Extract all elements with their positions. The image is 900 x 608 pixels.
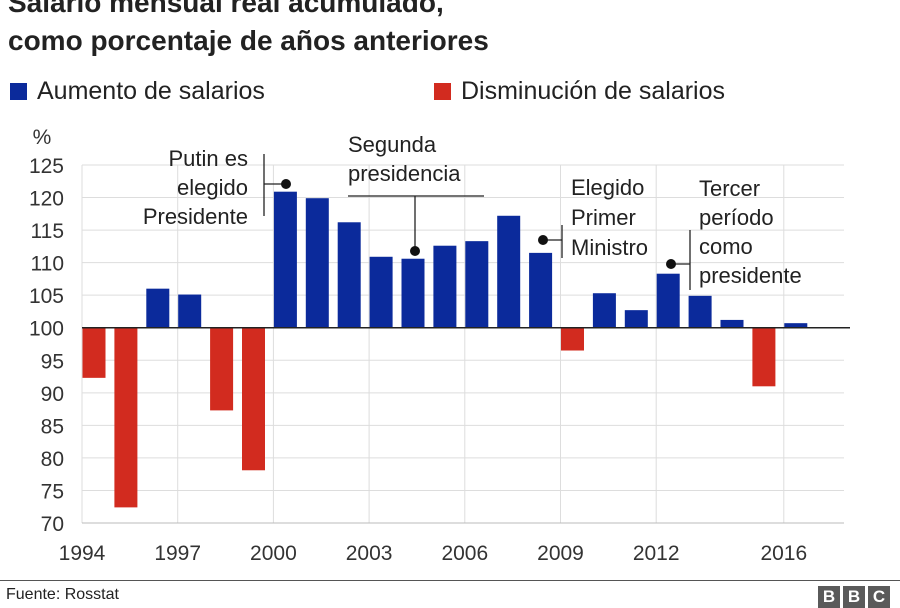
bar-increase xyxy=(529,252,553,328)
bar-increase xyxy=(273,191,297,328)
x-tick-label: 2000 xyxy=(250,542,297,565)
bar-decrease xyxy=(82,327,106,378)
bar-decrease xyxy=(561,327,584,351)
source-note: Fuente: Rosstat xyxy=(6,586,119,603)
bar-increase xyxy=(433,245,457,328)
bar-increase xyxy=(401,258,425,328)
annotation-text: elegido xyxy=(177,175,248,200)
x-tick-label: 1997 xyxy=(154,542,201,565)
bar-chart: 70 75 80 85 90 95 100 105 110 115 120 125 1994 1997 20… xyxy=(29,126,850,565)
bar-increase xyxy=(784,323,808,328)
y-tick-label: 95 xyxy=(41,350,64,373)
logo-letter: B xyxy=(818,586,840,608)
annotation-text: Presidente xyxy=(143,204,248,229)
bar-increase xyxy=(305,198,329,328)
bar-decrease xyxy=(752,327,776,387)
annotation-text: Primer xyxy=(571,205,636,230)
y-tick-label: 85 xyxy=(41,415,64,438)
y-tick-label: 100 xyxy=(29,318,64,341)
bbc-logo: B B C xyxy=(818,586,890,608)
y-tick-label: 120 xyxy=(29,188,64,211)
bar-decrease xyxy=(114,327,138,508)
footer-rule xyxy=(0,580,900,581)
x-tick-label: 2009 xyxy=(537,542,584,565)
logo-letter: B xyxy=(843,586,865,608)
annotation-dot xyxy=(410,246,420,256)
bar-increase xyxy=(688,295,712,328)
annotation-dot xyxy=(281,179,291,189)
y-tick-label: 90 xyxy=(41,383,64,406)
bar-increase xyxy=(369,256,393,328)
x-tick-label: 2012 xyxy=(633,542,680,565)
annotation-text: período xyxy=(699,205,774,230)
bar-increase xyxy=(592,293,616,328)
y-tick-label: 70 xyxy=(41,513,64,536)
x-tick-label: 2006 xyxy=(441,542,488,565)
bar-increase xyxy=(178,294,202,328)
legend-item-decrease: Disminución de salarios xyxy=(434,76,725,106)
x-tick-label: 2016 xyxy=(760,542,807,565)
y-tick-label: 115 xyxy=(31,220,64,243)
legend-swatch-decrease xyxy=(434,82,451,100)
bar-increase xyxy=(656,273,680,328)
annotation-dot xyxy=(538,235,548,245)
legend-label-increase: Aumento de salarios xyxy=(37,76,265,105)
y-tick-label: 80 xyxy=(41,448,64,471)
annotation-text: presidente xyxy=(699,263,802,288)
chart-title-line-1: Salario mensual real acumulado, xyxy=(8,0,444,18)
annotation-text: Segunda xyxy=(348,132,437,157)
annotation-text: presidencia xyxy=(348,161,461,186)
annotation-dot xyxy=(666,259,676,269)
chart-title-line-2: como porcentaje de años anteriores xyxy=(8,25,489,56)
y-tick-label: 110 xyxy=(31,253,64,276)
bar-decrease xyxy=(210,327,234,411)
bar-increase xyxy=(146,288,170,328)
legend-label-decrease: Disminución de salarios xyxy=(461,76,726,105)
x-tick-label: 2003 xyxy=(346,542,393,565)
legend-item-increase: Aumento de salarios xyxy=(10,76,265,106)
bar-increase xyxy=(465,241,489,328)
y-tick-label: 105 xyxy=(29,285,64,308)
annotation-text: Elegido xyxy=(571,175,644,200)
bar-increase xyxy=(720,319,744,328)
y-axis-unit-label: % xyxy=(33,126,52,149)
annotation-text: Tercer xyxy=(699,176,760,201)
logo-letter: C xyxy=(868,586,890,608)
bar-decrease xyxy=(242,327,265,471)
y-tick-label: 75 xyxy=(41,480,64,503)
legend-swatch-increase xyxy=(10,82,27,100)
bar-increase xyxy=(497,215,521,328)
bar-increase xyxy=(337,222,361,328)
annotation-text: Putin es xyxy=(169,146,249,171)
x-tick-label: 1994 xyxy=(59,542,106,565)
bar-increase xyxy=(624,310,648,328)
annotation-text: Ministro xyxy=(571,235,648,260)
annotation-text: como xyxy=(699,234,753,259)
y-tick-label: 125 xyxy=(29,155,64,178)
